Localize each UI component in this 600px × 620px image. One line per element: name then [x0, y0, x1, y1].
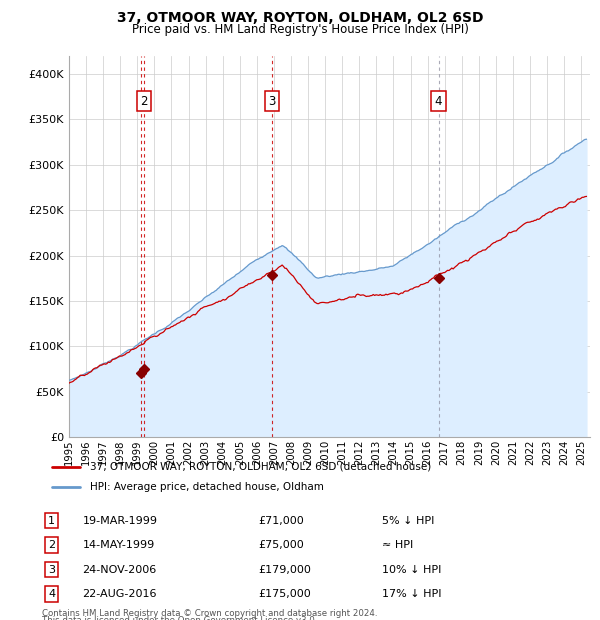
Text: £175,000: £175,000: [258, 589, 311, 600]
Text: 1: 1: [48, 516, 55, 526]
Text: £179,000: £179,000: [258, 565, 311, 575]
Text: 10% ↓ HPI: 10% ↓ HPI: [382, 565, 442, 575]
Text: 37, OTMOOR WAY, ROYTON, OLDHAM, OL2 6SD: 37, OTMOOR WAY, ROYTON, OLDHAM, OL2 6SD: [117, 11, 483, 25]
Text: 14-MAY-1999: 14-MAY-1999: [83, 540, 155, 550]
Text: 2: 2: [48, 540, 55, 550]
Text: £75,000: £75,000: [258, 540, 304, 550]
Text: 4: 4: [435, 95, 442, 108]
Text: 4: 4: [48, 589, 55, 600]
Text: ≈ HPI: ≈ HPI: [382, 540, 413, 550]
Text: 22-AUG-2016: 22-AUG-2016: [83, 589, 157, 600]
Text: This data is licensed under the Open Government Licence v3.0.: This data is licensed under the Open Gov…: [42, 616, 317, 620]
Text: 3: 3: [269, 95, 276, 108]
Text: 24-NOV-2006: 24-NOV-2006: [83, 565, 157, 575]
Text: Price paid vs. HM Land Registry's House Price Index (HPI): Price paid vs. HM Land Registry's House …: [131, 23, 469, 36]
Text: 3: 3: [48, 565, 55, 575]
Text: 37, OTMOOR WAY, ROYTON, OLDHAM, OL2 6SD (detached house): 37, OTMOOR WAY, ROYTON, OLDHAM, OL2 6SD …: [90, 461, 431, 472]
Text: 17% ↓ HPI: 17% ↓ HPI: [382, 589, 442, 600]
Text: Contains HM Land Registry data © Crown copyright and database right 2024.: Contains HM Land Registry data © Crown c…: [42, 609, 377, 618]
Text: £71,000: £71,000: [258, 516, 304, 526]
Text: HPI: Average price, detached house, Oldham: HPI: Average price, detached house, Oldh…: [90, 482, 324, 492]
Text: 2: 2: [140, 95, 148, 108]
Text: 5% ↓ HPI: 5% ↓ HPI: [382, 516, 434, 526]
Text: 19-MAR-1999: 19-MAR-1999: [83, 516, 157, 526]
